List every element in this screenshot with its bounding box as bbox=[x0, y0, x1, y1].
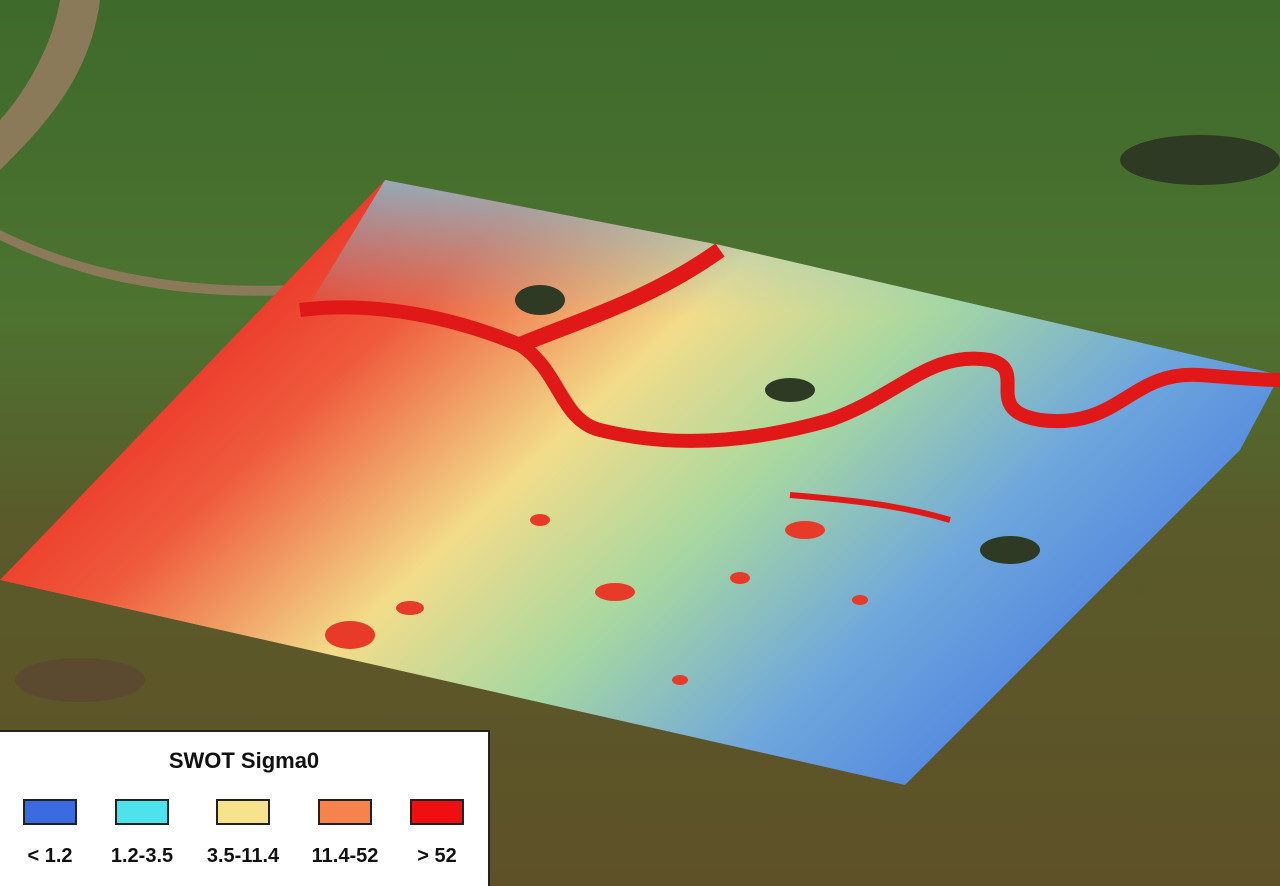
river-channel bbox=[0, 230, 290, 296]
legend-label: < 1.2 bbox=[27, 845, 73, 867]
legend-swatch-gt-52 bbox=[410, 799, 464, 825]
legend: SWOT Sigma0 < 1.2 1.2-3.5 3.5-11.4 11.4-… bbox=[0, 730, 490, 886]
legend-label: 1.2-3.5 bbox=[110, 845, 174, 867]
dark-lakes bbox=[515, 285, 1040, 564]
legend-label: > 52 bbox=[417, 845, 457, 867]
river-branch bbox=[516, 243, 725, 353]
sigma0-swath-upper bbox=[300, 180, 1280, 450]
legend-swatch-3-5-11-4 bbox=[216, 799, 270, 825]
legend-swatch-11-4-52 bbox=[318, 799, 372, 825]
lake bbox=[1120, 135, 1280, 185]
river-tributary bbox=[789, 492, 951, 523]
river-upper-left bbox=[0, 0, 100, 170]
legend-title: SWOT Sigma0 bbox=[168, 748, 320, 773]
legend-swatch-1-2-3-5 bbox=[115, 799, 169, 825]
legend-swatch-lt-1-2 bbox=[23, 799, 77, 825]
lake bbox=[15, 658, 145, 702]
red-lakes bbox=[325, 514, 868, 685]
legend-label: 3.5-11.4 bbox=[206, 845, 280, 867]
legend-label: 11.4-52 bbox=[311, 845, 379, 867]
